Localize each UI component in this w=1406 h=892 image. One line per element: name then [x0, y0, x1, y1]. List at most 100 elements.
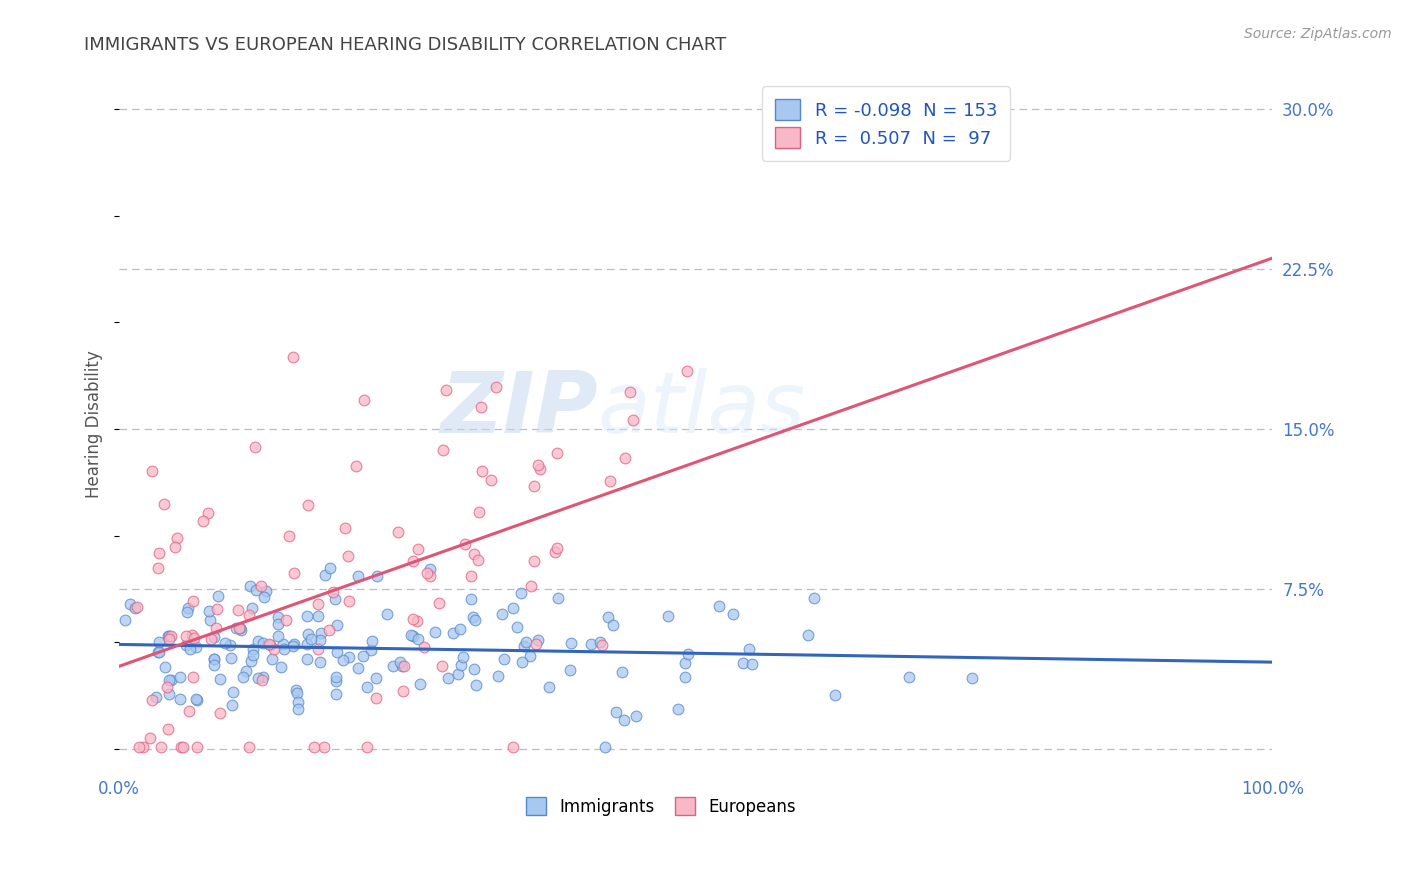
Point	[468, 505, 491, 519]
Point	[325, 670, 347, 684]
Point	[170, 739, 193, 754]
Point	[239, 654, 262, 668]
Point	[897, 669, 920, 683]
Point	[731, 656, 754, 670]
Point	[463, 662, 485, 676]
Point	[183, 632, 205, 646]
Point	[676, 364, 699, 378]
Point	[494, 652, 516, 666]
Point	[613, 450, 636, 465]
Point	[207, 589, 229, 603]
Point	[325, 674, 347, 689]
Point	[308, 633, 330, 648]
Point	[325, 617, 347, 632]
Point	[183, 594, 205, 608]
Point	[160, 629, 183, 643]
Point	[283, 350, 305, 364]
Point	[186, 739, 208, 754]
Point	[454, 537, 477, 551]
Point	[191, 514, 214, 528]
Point	[451, 650, 474, 665]
Point	[596, 610, 619, 624]
Point	[529, 462, 551, 476]
Point	[527, 458, 550, 473]
Point	[391, 658, 413, 673]
Point	[163, 540, 186, 554]
Point	[593, 739, 616, 754]
Point	[225, 621, 247, 635]
Point	[803, 591, 825, 606]
Point	[184, 640, 207, 654]
Point	[148, 546, 170, 560]
Point	[197, 506, 219, 520]
Point	[295, 637, 318, 651]
Point	[437, 672, 460, 686]
Point	[297, 627, 319, 641]
Point	[326, 645, 349, 659]
Point	[176, 605, 198, 619]
Point	[267, 610, 290, 624]
Point	[172, 739, 194, 754]
Point	[235, 664, 257, 678]
Point	[447, 667, 470, 681]
Point	[375, 607, 398, 622]
Point	[312, 739, 335, 754]
Point	[145, 690, 167, 704]
Point	[519, 579, 541, 593]
Point	[485, 379, 508, 393]
Point	[202, 657, 225, 672]
Point	[198, 613, 221, 627]
Point	[285, 686, 308, 700]
Point	[491, 607, 513, 621]
Point	[245, 440, 267, 454]
Point	[200, 632, 222, 647]
Point	[209, 672, 232, 686]
Point	[186, 692, 208, 706]
Point	[356, 739, 378, 754]
Point	[214, 635, 236, 649]
Point	[148, 635, 170, 649]
Point	[741, 657, 763, 671]
Point	[546, 541, 568, 555]
Point	[434, 383, 457, 397]
Point	[465, 678, 488, 692]
Point	[519, 648, 541, 663]
Point	[259, 637, 281, 651]
Point	[252, 636, 274, 650]
Legend: Immigrants, Europeans: Immigrants, Europeans	[519, 789, 804, 824]
Point	[242, 641, 264, 656]
Point	[266, 617, 288, 632]
Point	[460, 592, 482, 607]
Point	[169, 669, 191, 683]
Point	[506, 620, 529, 634]
Point	[344, 459, 367, 474]
Point	[824, 688, 846, 702]
Point	[277, 529, 299, 543]
Point	[391, 683, 413, 698]
Point	[471, 464, 494, 478]
Point	[419, 562, 441, 576]
Point	[297, 498, 319, 512]
Point	[156, 722, 179, 736]
Point	[262, 652, 284, 666]
Point	[221, 698, 243, 712]
Point	[624, 708, 647, 723]
Point	[276, 613, 298, 627]
Point	[287, 695, 309, 709]
Text: atlas: atlas	[598, 368, 806, 451]
Point	[526, 633, 548, 648]
Point	[402, 554, 425, 568]
Point	[221, 685, 243, 699]
Point	[360, 643, 382, 657]
Point	[141, 693, 163, 707]
Point	[399, 627, 422, 641]
Point	[307, 641, 329, 656]
Point	[307, 597, 329, 611]
Point	[460, 569, 482, 583]
Point	[319, 561, 342, 575]
Point	[202, 652, 225, 666]
Point	[308, 655, 330, 669]
Point	[219, 638, 242, 652]
Point	[247, 634, 270, 648]
Y-axis label: Hearing Disability: Hearing Disability	[86, 350, 103, 498]
